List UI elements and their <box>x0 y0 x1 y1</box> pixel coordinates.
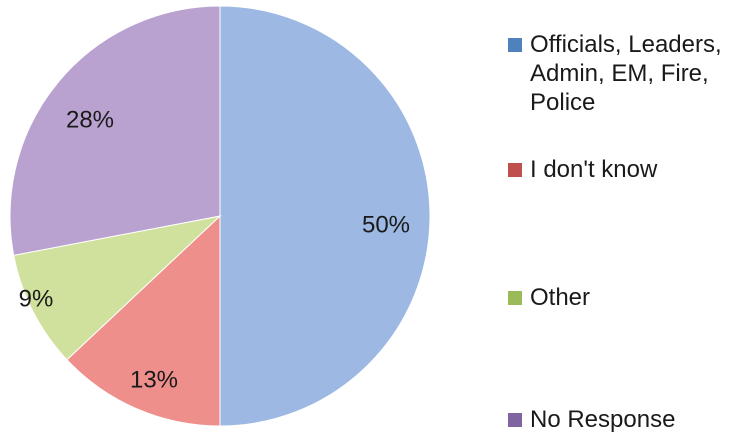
legend-label-other: Other <box>530 284 591 311</box>
legend-swatch-dont-know <box>508 163 522 177</box>
data-label-no-response: 28% <box>66 106 114 133</box>
data-label-other: 9% <box>19 285 54 312</box>
legend-label-dont-know: I don't know <box>530 156 658 183</box>
legend-label-officials: Officials, Leaders, Admin, EM, Fire, Pol… <box>530 31 722 116</box>
pie-slice-dont-know <box>66 214 221 427</box>
legend: Officials, Leaders, Admin, EM, Fire, Pol… <box>508 0 754 434</box>
legend-item-dont-know: I don't know <box>508 155 754 184</box>
pie-slice-officials <box>219 5 431 427</box>
data-label-dont-know: 13% <box>130 366 178 393</box>
legend-item-officials: Officials, Leaders, Admin, EM, Fire, Pol… <box>508 30 754 117</box>
legend-swatch-other <box>508 291 522 305</box>
pie-slice-other <box>13 215 222 361</box>
legend-swatch-officials <box>508 38 522 52</box>
pie-chart-plot: 50% 13% 9% 28% <box>9 5 431 427</box>
data-label-officials: 50% <box>362 211 410 238</box>
legend-swatch-no-response <box>508 413 522 427</box>
legend-item-other: Other <box>508 283 754 312</box>
legend-label-no-response: No Response <box>530 406 676 433</box>
pie-slice-no-response <box>9 5 221 256</box>
legend-item-no-response: No Response <box>508 405 754 434</box>
